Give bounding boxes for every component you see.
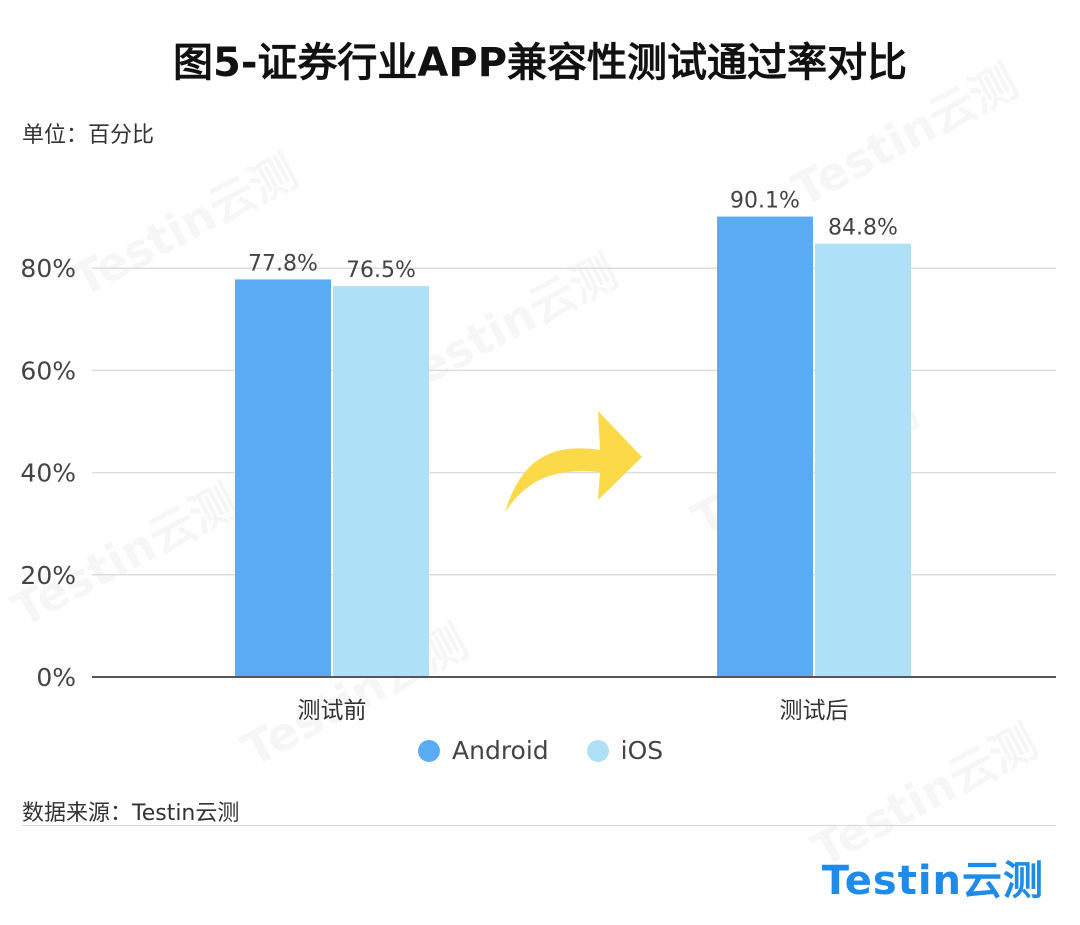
bars — [235, 216, 911, 678]
x-axis-ticks: 测试前 测试后 — [298, 698, 849, 724]
bar-android-1 — [717, 216, 813, 678]
x-tick-label: 测试后 — [780, 698, 849, 724]
source-label: 数据来源：Testin云测 — [22, 801, 240, 826]
chart-title: 图5-证券行业APP兼容性测试通过率对比 — [172, 40, 908, 86]
bar-ios-1 — [815, 243, 911, 677]
data-label: 84.8% — [828, 216, 898, 241]
legend-label-ios: iOS — [620, 736, 664, 765]
unit-label: 单位：百分比 — [22, 123, 155, 148]
y-tick-label: 20% — [20, 561, 76, 590]
data-label: 77.8% — [248, 251, 318, 276]
bar-android-0 — [235, 279, 331, 677]
legend: Android iOS — [418, 736, 701, 765]
divider — [22, 825, 1056, 826]
legend-item-android: Android — [418, 736, 549, 765]
y-axis-ticks: 0% 20% 40% 60% 80% — [20, 254, 76, 692]
legend-item-ios: iOS — [586, 736, 664, 765]
arrow-icon — [505, 411, 642, 512]
legend-swatch-android — [418, 739, 440, 762]
y-tick-label: 60% — [20, 356, 76, 385]
y-tick-label: 0% — [36, 663, 76, 692]
data-labels: 77.8% 76.5% 90.1% 84.8% — [248, 189, 898, 283]
brand-logo: Testin云测 — [821, 858, 1044, 904]
data-label: 76.5% — [346, 258, 416, 283]
y-tick-label: 80% — [20, 254, 76, 283]
y-tick-label: 40% — [20, 459, 76, 488]
data-label: 90.1% — [730, 189, 800, 214]
bar-ios-0 — [333, 286, 429, 677]
legend-label-android: Android — [452, 736, 549, 765]
legend-swatch-ios — [586, 739, 609, 762]
x-tick-label: 测试前 — [298, 698, 367, 724]
